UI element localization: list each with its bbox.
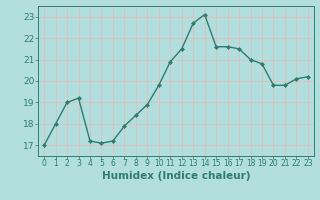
X-axis label: Humidex (Indice chaleur): Humidex (Indice chaleur): [102, 171, 250, 181]
